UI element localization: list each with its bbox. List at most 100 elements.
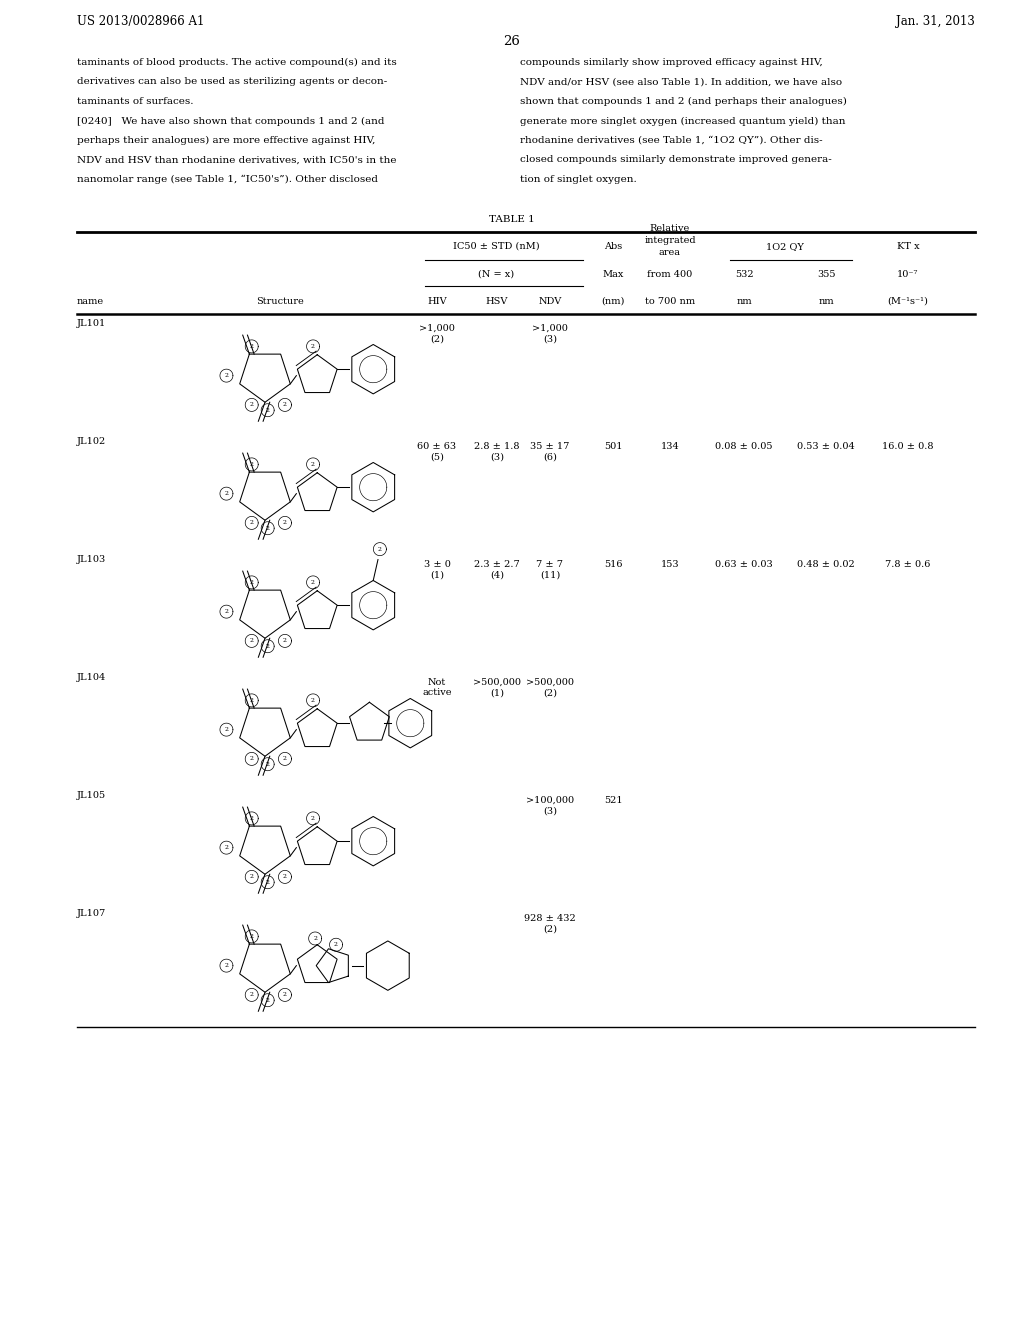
Text: 10⁻⁷: 10⁻⁷ — [897, 271, 919, 279]
Text: 2: 2 — [250, 756, 254, 762]
Text: 0.48 ± 0.02: 0.48 ± 0.02 — [797, 560, 855, 569]
Text: 2: 2 — [311, 345, 315, 348]
Text: 60 ± 63
(5): 60 ± 63 (5) — [418, 442, 457, 462]
Text: 928 ± 432
(2): 928 ± 432 (2) — [524, 913, 575, 933]
Text: NDV and/or HSV (see also Table 1). In addition, we have also: NDV and/or HSV (see also Table 1). In ad… — [520, 78, 842, 87]
Text: 2: 2 — [250, 462, 254, 467]
Text: 355: 355 — [817, 271, 836, 279]
Text: (M⁻¹s⁻¹): (M⁻¹s⁻¹) — [888, 297, 929, 306]
Text: 1O2 QY: 1O2 QY — [766, 242, 804, 251]
Text: 2: 2 — [224, 491, 228, 496]
Text: 521: 521 — [604, 796, 623, 805]
Text: 2: 2 — [283, 993, 287, 998]
Text: JL102: JL102 — [77, 437, 106, 446]
Text: (nm): (nm) — [601, 297, 625, 306]
Text: 532: 532 — [734, 271, 754, 279]
Text: >1,000
(2): >1,000 (2) — [419, 323, 455, 343]
Text: 2: 2 — [283, 520, 287, 525]
Text: JL105: JL105 — [77, 791, 106, 800]
Text: 134: 134 — [660, 442, 679, 451]
Text: Jan. 31, 2013: Jan. 31, 2013 — [896, 15, 975, 28]
Text: 2: 2 — [224, 964, 228, 968]
Text: 2: 2 — [311, 462, 315, 467]
Text: taminants of blood products. The active compound(s) and its: taminants of blood products. The active … — [77, 58, 396, 67]
Text: from 400: from 400 — [647, 271, 692, 279]
Text: integrated: integrated — [644, 236, 696, 246]
Text: 2: 2 — [265, 879, 269, 884]
Text: tion of singlet oxygen.: tion of singlet oxygen. — [520, 176, 637, 183]
Text: 2: 2 — [311, 579, 315, 585]
Text: Not
active: Not active — [422, 678, 452, 697]
Text: Max: Max — [602, 271, 624, 279]
Text: 2: 2 — [250, 579, 254, 585]
Text: HIV: HIV — [427, 297, 446, 306]
Text: 2: 2 — [283, 874, 287, 879]
Text: JL104: JL104 — [77, 673, 106, 682]
Text: IC50 ± STD (nM): IC50 ± STD (nM) — [454, 242, 540, 251]
Text: >1,000
(3): >1,000 (3) — [532, 323, 568, 343]
Text: 2: 2 — [224, 727, 228, 733]
Text: Abs: Abs — [604, 242, 623, 251]
Text: compounds similarly show improved efficacy against HIV,: compounds similarly show improved effica… — [520, 58, 822, 67]
Text: 2: 2 — [265, 525, 269, 531]
Text: 2: 2 — [250, 639, 254, 643]
Text: NDV and HSV than rhodanine derivatives, with IC50's in the: NDV and HSV than rhodanine derivatives, … — [77, 156, 396, 165]
Text: 2: 2 — [250, 874, 254, 879]
Text: rhodanine derivatives (see Table 1, “1O2 QY”). Other dis-: rhodanine derivatives (see Table 1, “1O2… — [520, 136, 822, 145]
Text: nm: nm — [736, 297, 752, 306]
Text: 3 ± 0
(1): 3 ± 0 (1) — [424, 560, 451, 579]
Text: NDV: NDV — [539, 297, 561, 306]
Text: 2: 2 — [265, 998, 269, 1003]
Text: perhaps their analogues) are more effective against HIV,: perhaps their analogues) are more effect… — [77, 136, 376, 145]
Text: Structure: Structure — [256, 297, 304, 306]
Text: generate more singlet oxygen (increased quantum yield) than: generate more singlet oxygen (increased … — [520, 116, 846, 125]
Text: 501: 501 — [604, 442, 623, 451]
Text: >100,000
(3): >100,000 (3) — [526, 796, 574, 816]
Text: US 2013/0028966 A1: US 2013/0028966 A1 — [77, 15, 205, 28]
Text: 2: 2 — [250, 993, 254, 998]
Text: 2: 2 — [224, 374, 228, 378]
Text: TABLE 1: TABLE 1 — [489, 215, 535, 224]
Text: area: area — [659, 248, 681, 257]
Text: HSV: HSV — [485, 297, 508, 306]
Text: 2: 2 — [250, 933, 254, 939]
Text: 2: 2 — [283, 756, 287, 762]
Text: 35 ± 17
(6): 35 ± 17 (6) — [530, 442, 569, 462]
Text: derivatives can also be used as sterilizing agents or decon-: derivatives can also be used as steriliz… — [77, 78, 387, 87]
Text: 2: 2 — [250, 345, 254, 348]
Text: shown that compounds 1 and 2 (and perhaps their analogues): shown that compounds 1 and 2 (and perhap… — [520, 96, 847, 106]
Text: >500,000
(1): >500,000 (1) — [473, 678, 521, 697]
Text: 26: 26 — [504, 36, 520, 48]
Text: 2: 2 — [283, 639, 287, 643]
Text: JL103: JL103 — [77, 554, 106, 564]
Text: to 700 nm: to 700 nm — [645, 297, 695, 306]
Text: 2: 2 — [313, 936, 317, 941]
Text: nm: nm — [818, 297, 834, 306]
Text: 2: 2 — [265, 762, 269, 767]
Text: JL101: JL101 — [77, 319, 106, 327]
Text: KT x: KT x — [897, 242, 920, 251]
Text: (N = x): (N = x) — [478, 271, 515, 279]
Text: 0.53 ± 0.04: 0.53 ± 0.04 — [797, 442, 855, 451]
Text: 0.08 ± 0.05: 0.08 ± 0.05 — [715, 442, 773, 451]
Text: 2: 2 — [265, 408, 269, 413]
Text: 2: 2 — [250, 403, 254, 408]
Text: 2: 2 — [334, 942, 338, 948]
Text: [0240]   We have also shown that compounds 1 and 2 (and: [0240] We have also shown that compounds… — [77, 116, 384, 125]
Text: 2: 2 — [265, 644, 269, 648]
Text: 2: 2 — [224, 845, 228, 850]
Text: 2: 2 — [224, 609, 228, 614]
Text: Relative: Relative — [650, 224, 690, 234]
Text: 2: 2 — [311, 816, 315, 821]
Text: 2.8 ± 1.8
(3): 2.8 ± 1.8 (3) — [474, 442, 520, 462]
Text: 2.3 ± 2.7
(4): 2.3 ± 2.7 (4) — [474, 560, 520, 579]
Text: closed compounds similarly demonstrate improved genera-: closed compounds similarly demonstrate i… — [520, 156, 831, 165]
Text: 153: 153 — [660, 560, 679, 569]
Text: 2: 2 — [311, 698, 315, 702]
Text: 2: 2 — [250, 816, 254, 821]
Text: 2: 2 — [378, 546, 382, 552]
Text: 7.8 ± 0.6: 7.8 ± 0.6 — [886, 560, 931, 569]
Text: 2: 2 — [250, 698, 254, 702]
Text: 7 ± 7
(11): 7 ± 7 (11) — [537, 560, 563, 579]
Text: JL107: JL107 — [77, 909, 106, 917]
